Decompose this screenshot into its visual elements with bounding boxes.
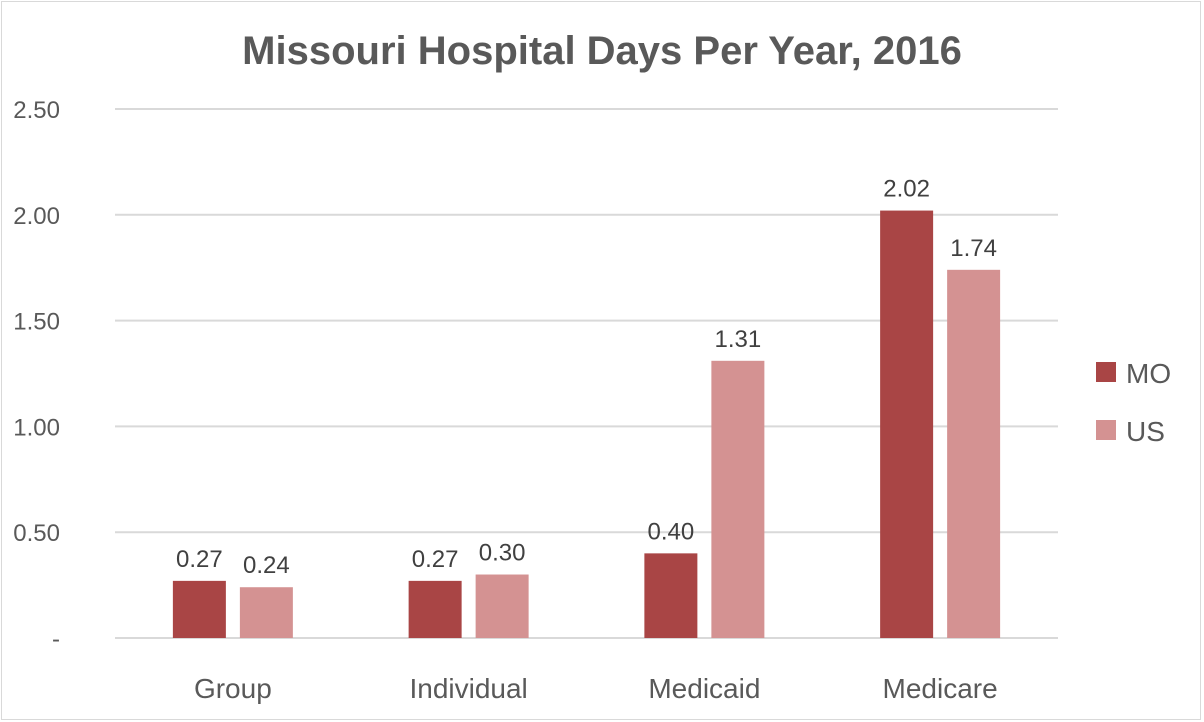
legend-label: US <box>1126 416 1165 447</box>
data-labels: 0.27 0.24 0.27 0.30 0.40 1.31 2.02 1.74 <box>176 176 997 580</box>
data-label: 1.74 <box>950 235 997 262</box>
data-label: 0.24 <box>243 552 290 579</box>
y-axis-ticks: - 0.50 1.00 1.50 2.00 2.50 <box>13 97 60 653</box>
x-category-label: Medicaid <box>648 673 760 704</box>
data-label: 0.27 <box>412 546 459 573</box>
data-label: 0.27 <box>176 546 223 573</box>
y-tick-label: 1.50 <box>13 309 60 336</box>
bar-us-individual <box>475 574 529 638</box>
legend: MO US <box>1096 358 1171 447</box>
bar-us-group <box>239 587 293 638</box>
bar-mo-medicare <box>880 210 934 638</box>
x-axis-labels: Group Individual Medicaid Medicare <box>194 673 998 704</box>
chart-title: Missouri Hospital Days Per Year, 2016 <box>242 29 962 73</box>
data-label: 2.02 <box>883 176 930 203</box>
legend-swatch-us <box>1096 420 1116 440</box>
bar-mo-individual <box>408 580 462 638</box>
bar-us-medicare <box>947 269 1001 638</box>
bar-mo-medicaid <box>644 553 698 638</box>
legend-label: MO <box>1126 358 1171 389</box>
y-tick-label: 2.50 <box>13 97 60 124</box>
data-label: 1.31 <box>715 326 762 353</box>
y-tick-label: - <box>52 626 60 653</box>
y-tick-label: 1.00 <box>13 414 60 441</box>
data-label: 0.30 <box>479 540 526 567</box>
y-tick-label: 0.50 <box>13 520 60 547</box>
x-category-label: Medicare <box>883 673 998 704</box>
y-tick-label: 2.00 <box>13 203 60 230</box>
bar-us-medicaid <box>711 360 765 638</box>
x-category-label: Individual <box>409 673 527 704</box>
data-label: 0.40 <box>648 518 695 545</box>
bar-mo-group <box>172 580 226 638</box>
legend-swatch-mo <box>1096 362 1116 382</box>
bars <box>172 210 1001 638</box>
x-category-label: Group <box>194 673 272 704</box>
